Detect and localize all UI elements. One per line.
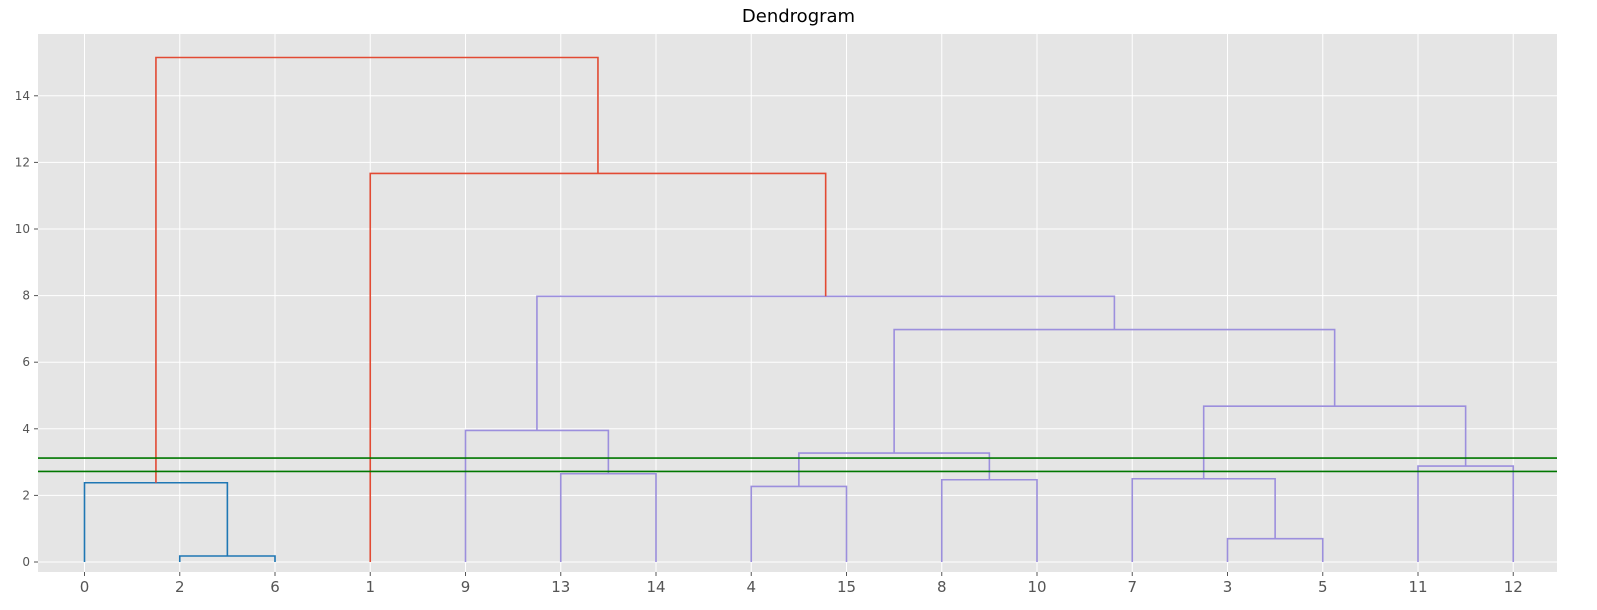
y-tick-label: 0 <box>22 555 30 569</box>
threshold-lines <box>38 457 1557 473</box>
leaf-label: 1 <box>365 578 375 596</box>
y-tick-label: 12 <box>15 155 30 169</box>
plot-background <box>38 34 1557 572</box>
y-axis: 0 2 4 6 8 10 12 14 <box>15 89 38 569</box>
y-tick-label: 4 <box>22 422 30 436</box>
leaf-label: 15 <box>837 578 856 596</box>
leaf-label: 0 <box>80 578 90 596</box>
leaf-label: 2 <box>175 578 185 596</box>
chart-title: Dendrogram <box>741 6 856 27</box>
dendrogram-link <box>155 56 599 483</box>
leaf-label: 14 <box>646 578 665 596</box>
leaf-label: 7 <box>1127 578 1137 596</box>
leaf-label: 4 <box>746 578 756 596</box>
dendrogram-links <box>83 56 1515 562</box>
leaf-label: 3 <box>1223 578 1233 596</box>
leaf-label: 9 <box>461 578 471 596</box>
leaf-label: 6 <box>270 578 280 596</box>
leaf-label: 8 <box>937 578 947 596</box>
leaf-label: 12 <box>1504 578 1523 596</box>
leaf-label: 10 <box>1027 578 1046 596</box>
leaf-label: 11 <box>1408 578 1427 596</box>
y-tick-label: 14 <box>15 89 30 103</box>
y-tick-label: 8 <box>22 289 30 303</box>
x-axis: 0 2 6 1 9 13 14 4 15 8 10 7 3 5 11 12 <box>80 572 1523 596</box>
y-tick-label: 10 <box>15 222 30 236</box>
leaf-label: 5 <box>1318 578 1328 596</box>
y-tick-label: 6 <box>22 355 30 369</box>
y-tick-label: 2 <box>22 488 30 502</box>
leaf-label: 13 <box>551 578 570 596</box>
